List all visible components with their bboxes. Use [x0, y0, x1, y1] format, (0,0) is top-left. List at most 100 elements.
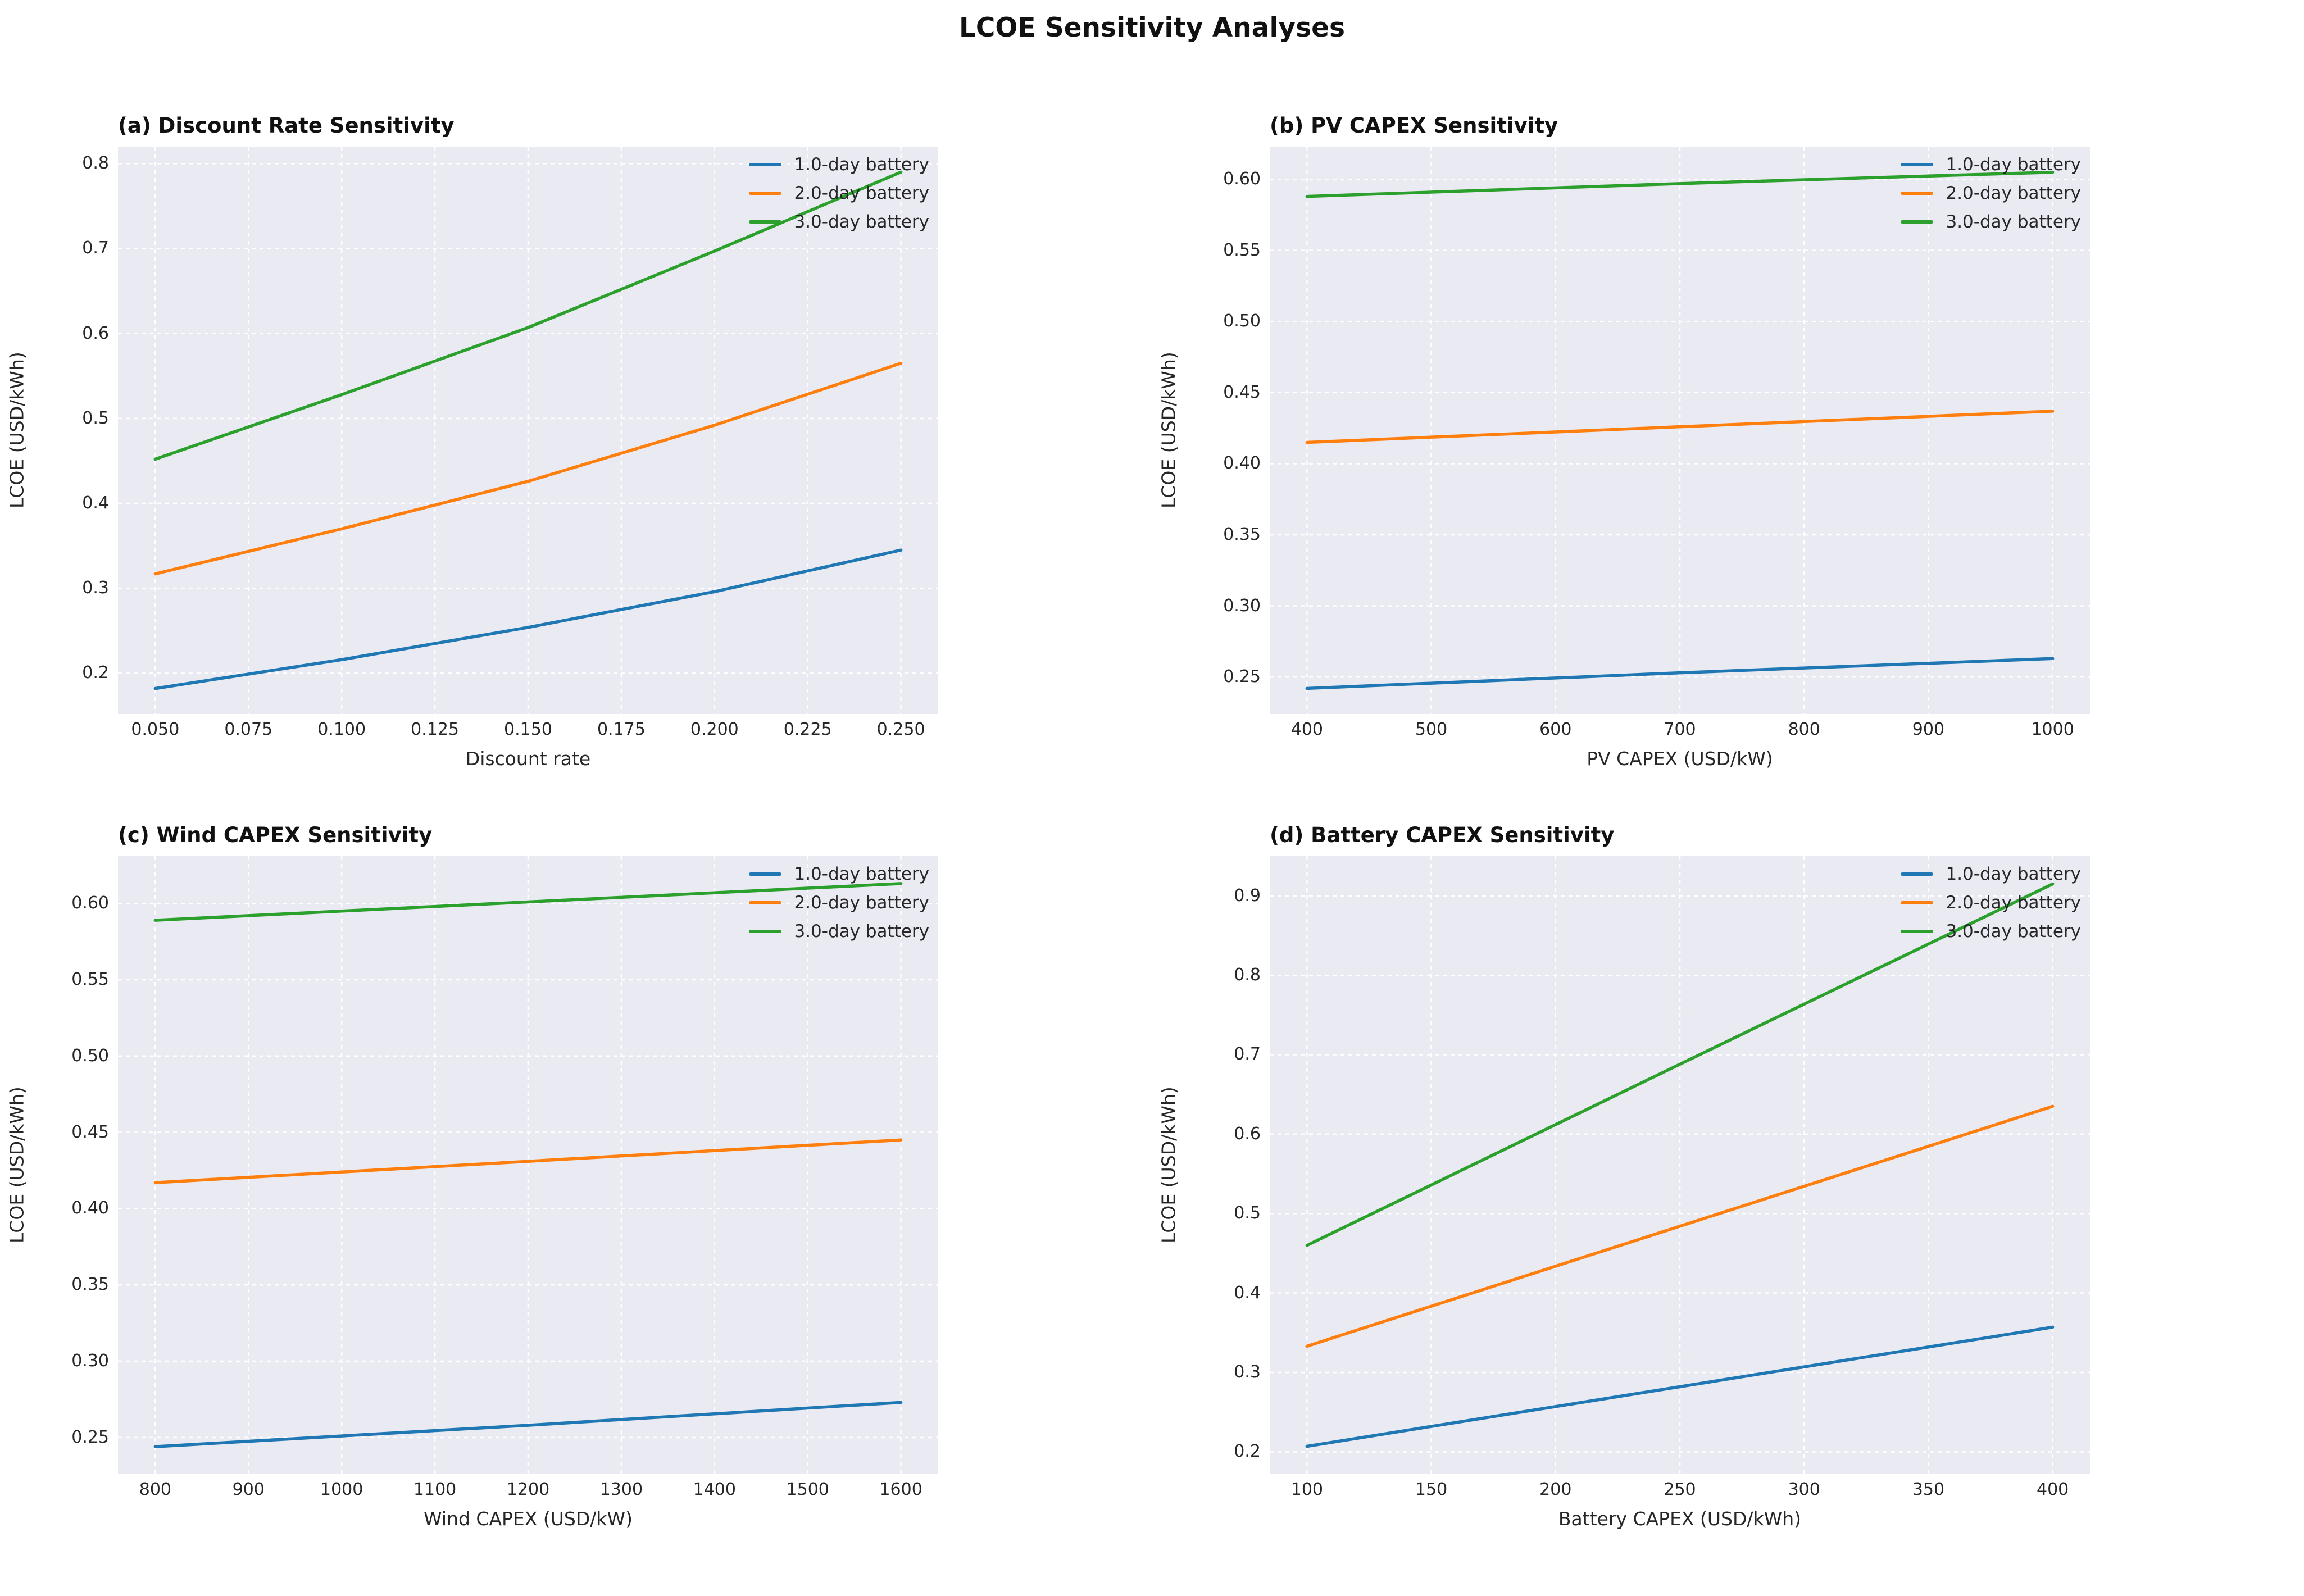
x-tick-label: 0.125 [411, 720, 460, 739]
x-tick-label: 150 [1415, 1480, 1448, 1499]
x-tick-label: 0.175 [597, 720, 646, 739]
x-axis-label: PV CAPEX (USD/kW) [1587, 748, 1773, 770]
y-axis-ticks: 0.2 0.3 0.4 0.5 0.6 0.7 0.8 0.9 [1185, 856, 1270, 1474]
x-axis-label: Battery CAPEX (USD/kWh) [1558, 1508, 1802, 1530]
legend-item: 3.0-day battery [749, 212, 929, 232]
subplot-title: (a) Discount Rate Sensitivity [118, 113, 455, 138]
series-line-2-0-day-battery [1305, 1104, 2055, 1348]
subplot-title: (c) Wind CAPEX Sensitivity [118, 823, 433, 847]
x-axis-ticks: 800 900 1000 1100 1200 1300 1400 1500 1600 [118, 1474, 938, 1503]
x-tick-label: 900 [232, 1480, 265, 1499]
y-axis-label: LCOE (USD/kWh) [6, 1086, 28, 1244]
legend-item: 2.0-day battery [749, 893, 929, 913]
x-tick-label: 250 [1664, 1480, 1696, 1499]
x-tick-label: 1200 [506, 1480, 550, 1499]
x-tick-label: 700 [1664, 720, 1696, 739]
series-line-1-0-day-battery [1305, 657, 2055, 690]
legend-line-swatch [1901, 872, 1934, 876]
x-tick-label: 350 [1912, 1480, 1945, 1499]
series-line-3-0-day-battery [1305, 882, 2055, 1247]
x-tick-label: 1100 [413, 1480, 457, 1499]
y-axis-label: LCOE (USD/kWh) [1157, 1086, 1180, 1244]
x-tick-label: 400 [2036, 1480, 2069, 1499]
subplot-body: LCOE (USD/kWh) 0.25 0.30 0.35 0.40 0.45 0.50 0.… [1152, 147, 2304, 777]
legend-line-swatch [749, 192, 782, 195]
figure-title: LCOE Sensitivity Analyses [958, 12, 1346, 43]
legend-item: 3.0-day battery [1901, 921, 2081, 942]
x-tick-label: 0.225 [783, 720, 832, 739]
y-tick-label: 0.2 [1234, 1442, 1261, 1462]
x-tick-label: 1600 [879, 1480, 922, 1499]
x-tick-label: 600 [1539, 720, 1572, 739]
legend-item: 2.0-day battery [749, 183, 929, 203]
x-axis-label: Discount rate [465, 748, 591, 770]
legend-item: 2.0-day battery [1901, 183, 2081, 203]
y-tick-label: 0.5 [1234, 1203, 1261, 1224]
series-line-2-0-day-battery [153, 361, 903, 576]
subplot-title: (b) PV CAPEX Sensitivity [1270, 113, 1558, 138]
y-axis-ticks: 0.25 0.30 0.35 0.40 0.45 0.50 0.55 0.60 [34, 856, 118, 1474]
legend-item: 3.0-day battery [749, 921, 929, 942]
x-tick-label: 1000 [320, 1480, 363, 1499]
subplot-b: (b) PV CAPEX Sensitivity LCOE (USD/kWh) 0.… [1152, 67, 2304, 777]
series-line-1-0-day-battery [153, 1401, 903, 1448]
plot-canvas [118, 856, 938, 1474]
legend-item: 1.0-day battery [749, 154, 929, 175]
plot-area: 1.0-day battery 2.0-day battery 3.0-day ba… [118, 147, 938, 714]
legend: 1.0-day battery 2.0-day battery 3.0-day ba… [749, 154, 929, 232]
y-tick-label: 0.35 [1223, 525, 1261, 545]
legend: 1.0-day battery 2.0-day battery 3.0-day ba… [749, 864, 929, 942]
series-line-2-0-day-battery [1305, 410, 2055, 444]
x-tick-label: 1000 [2031, 720, 2074, 739]
y-tick-label: 0.30 [1223, 595, 1261, 616]
legend-item: 1.0-day battery [1901, 864, 2081, 884]
x-tick-label: 0.100 [317, 720, 366, 739]
x-tick-label: 300 [1788, 1480, 1820, 1499]
plot-area: 1.0-day battery 2.0-day battery 3.0-day ba… [118, 856, 938, 1474]
y-tick-label: 0.8 [82, 153, 109, 174]
plot-canvas [1270, 856, 2090, 1474]
legend-label: 3.0-day battery [794, 921, 929, 942]
legend: 1.0-day battery 2.0-day battery 3.0-day ba… [1901, 864, 2081, 942]
y-tick-label: 0.5 [82, 408, 109, 428]
y-tick-label: 0.35 [71, 1275, 109, 1295]
legend-line-swatch [1901, 901, 1934, 904]
x-axis-ticks: 100 150 200 250 300 350 400 [1270, 1474, 2090, 1503]
subplot-title: (d) Battery CAPEX Sensitivity [1270, 823, 1615, 847]
y-tick-label: 0.6 [82, 323, 109, 343]
y-tick-label: 0.9 [1234, 885, 1261, 906]
y-tick-label: 0.50 [71, 1045, 109, 1066]
legend-label: 2.0-day battery [1946, 183, 2081, 203]
y-tick-label: 0.50 [1223, 311, 1261, 331]
y-tick-label: 0.3 [1234, 1362, 1261, 1383]
y-tick-label: 0.25 [71, 1427, 109, 1447]
subplot-body: LCOE (USD/kWh) 0.25 0.30 0.35 0.40 0.45 0.50 0.… [0, 856, 1152, 1537]
legend-label: 3.0-day battery [1946, 212, 2081, 232]
y-axis-label: LCOE (USD/kWh) [6, 352, 28, 509]
subplot-grid: (a) Discount Rate Sensitivity LCOE (USD/k… [0, 67, 2304, 1537]
x-tick-label: 0.250 [876, 720, 925, 739]
x-tick-label: 1500 [786, 1480, 829, 1499]
plot-area: 1.0-day battery 2.0-day battery 3.0-day ba… [1270, 856, 2090, 1474]
x-axis-label: Wind CAPEX (USD/kW) [423, 1508, 633, 1530]
x-tick-label: 1300 [599, 1480, 643, 1499]
x-tick-label: 0.075 [224, 720, 273, 739]
subplot-body: LCOE (USD/kWh) 0.2 0.3 0.4 0.5 0.6 0.7 0.8 1.0-d… [0, 147, 1152, 777]
series-line-3-0-day-battery [153, 170, 903, 461]
legend-item: 3.0-day battery [1901, 212, 2081, 232]
legend-line-swatch [749, 901, 782, 904]
y-axis-ticks: 0.25 0.30 0.35 0.40 0.45 0.50 0.55 0.60 [1185, 147, 1270, 714]
y-tick-label: 0.2 [82, 663, 109, 683]
legend-label: 3.0-day battery [794, 212, 929, 232]
legend-item: 2.0-day battery [1901, 893, 2081, 913]
y-tick-label: 0.30 [71, 1351, 109, 1371]
y-tick-label: 0.45 [1223, 382, 1261, 402]
legend-label: 1.0-day battery [794, 154, 929, 175]
legend: 1.0-day battery 2.0-day battery 3.0-day ba… [1901, 154, 2081, 232]
x-tick-label: 0.200 [690, 720, 739, 739]
y-tick-label: 0.55 [71, 970, 109, 989]
legend-line-swatch [1901, 220, 1934, 224]
x-tick-label: 200 [1539, 1480, 1572, 1499]
legend-line-swatch [749, 872, 782, 876]
